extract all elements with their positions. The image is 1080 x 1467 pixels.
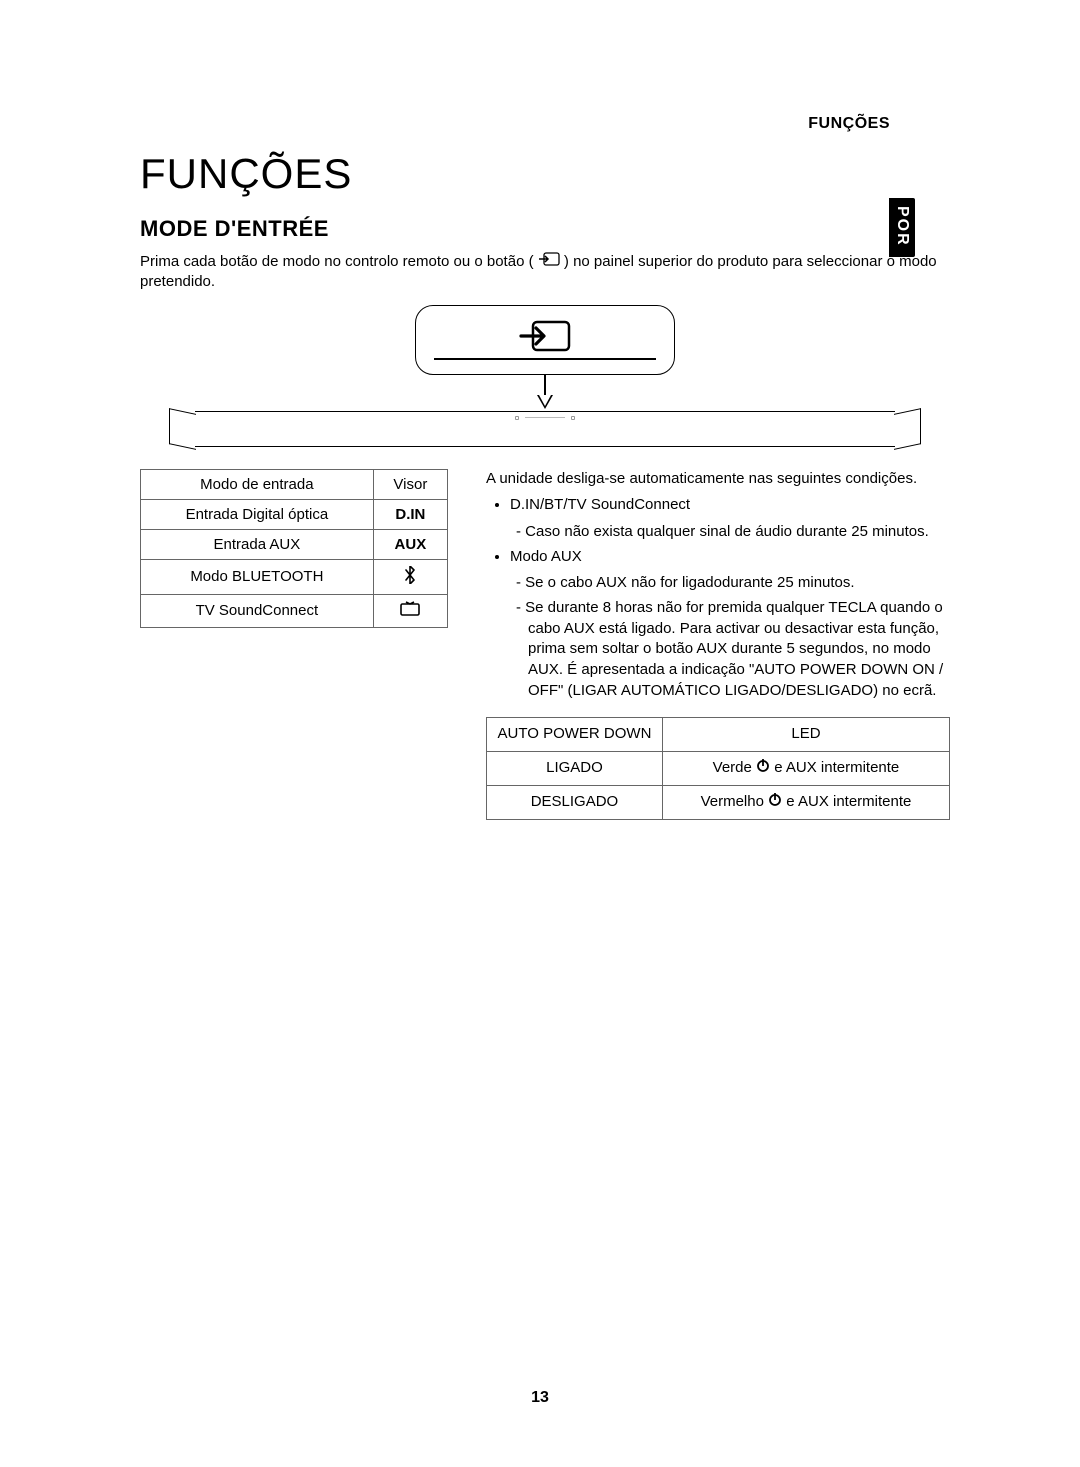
section-title: MODE D'ENTRÉE: [140, 216, 950, 242]
intro-before: Prima cada botão de modo no controlo rem…: [140, 253, 534, 270]
cond-item2-sub2: Se durante 8 horas não for premida qualq…: [510, 598, 950, 701]
mode-display-cell: AUX: [373, 529, 447, 559]
mode-name-cell: Entrada Digital óptica: [141, 499, 374, 529]
cond-item2: Modo AUX: [510, 548, 582, 565]
soundbar-diagram: [185, 305, 905, 447]
page-number: 13: [531, 1389, 549, 1407]
mode-table-header-left: Modo de entrada: [141, 469, 374, 499]
mode-table-header-right: Visor: [373, 469, 447, 499]
led-row1-left: LIGADO: [487, 752, 663, 786]
source-icon-large: [519, 320, 571, 359]
soundbar-outline: [195, 411, 895, 447]
cond-item1: D.IN/BT/TV SoundConnect: [510, 496, 690, 513]
cond-item2-sub1: Se o cabo AUX não for ligadodurante 25 m…: [510, 573, 950, 594]
cond-item1-sub1: Caso não exista qualquer sinal de áudio …: [510, 522, 950, 543]
led-row1-right: Verde e AUX intermitente: [662, 752, 949, 786]
led-row2-right: Vermelho e AUX intermitente: [662, 785, 949, 819]
led-row2-after: e AUX intermitente: [786, 793, 911, 810]
power-icon: [768, 793, 786, 810]
page-title: FUNÇÕES: [140, 150, 950, 198]
callout-bubble: [415, 305, 675, 375]
table-row: Entrada AUXAUX: [141, 529, 448, 559]
intro-text: Prima cada botão de modo no controlo rem…: [140, 252, 950, 293]
led-row1-after: e AUX intermitente: [774, 759, 899, 776]
bluetooth-icon: [404, 566, 416, 584]
led-row2-before: Vermelho: [701, 793, 769, 810]
led-row1-before: Verde: [713, 759, 756, 776]
table-row: TV SoundConnect: [141, 594, 448, 627]
table-row: Entrada Digital ópticaD.IN: [141, 499, 448, 529]
table-row: Modo BLUETOOTH: [141, 559, 448, 594]
conditions-list: D.IN/BT/TV SoundConnect Caso não exista …: [486, 495, 950, 701]
input-mode-table: Modo de entrada Visor Entrada Digital óp…: [140, 469, 448, 628]
mode-name-cell: Entrada AUX: [141, 529, 374, 559]
auto-off-intro: A unidade desliga-se automaticamente nas…: [486, 469, 950, 490]
mode-name-cell: Modo BLUETOOTH: [141, 559, 374, 594]
led-header-left: AUTO POWER DOWN: [487, 718, 663, 752]
led-table: AUTO POWER DOWN LED LIGADO Verde e AUX i…: [486, 717, 950, 819]
led-row2-left: DESLIGADO: [487, 785, 663, 819]
led-header-right: LED: [662, 718, 949, 752]
power-icon: [756, 759, 774, 776]
language-tab: POR: [889, 198, 915, 257]
mode-display-cell: [373, 594, 447, 627]
source-icon: [538, 252, 560, 272]
tv-icon: [400, 601, 420, 617]
header-section-label: FUNÇÕES: [808, 115, 890, 133]
mode-display-cell: [373, 559, 447, 594]
mode-name-cell: TV SoundConnect: [141, 594, 374, 627]
mode-display-cell: D.IN: [373, 499, 447, 529]
